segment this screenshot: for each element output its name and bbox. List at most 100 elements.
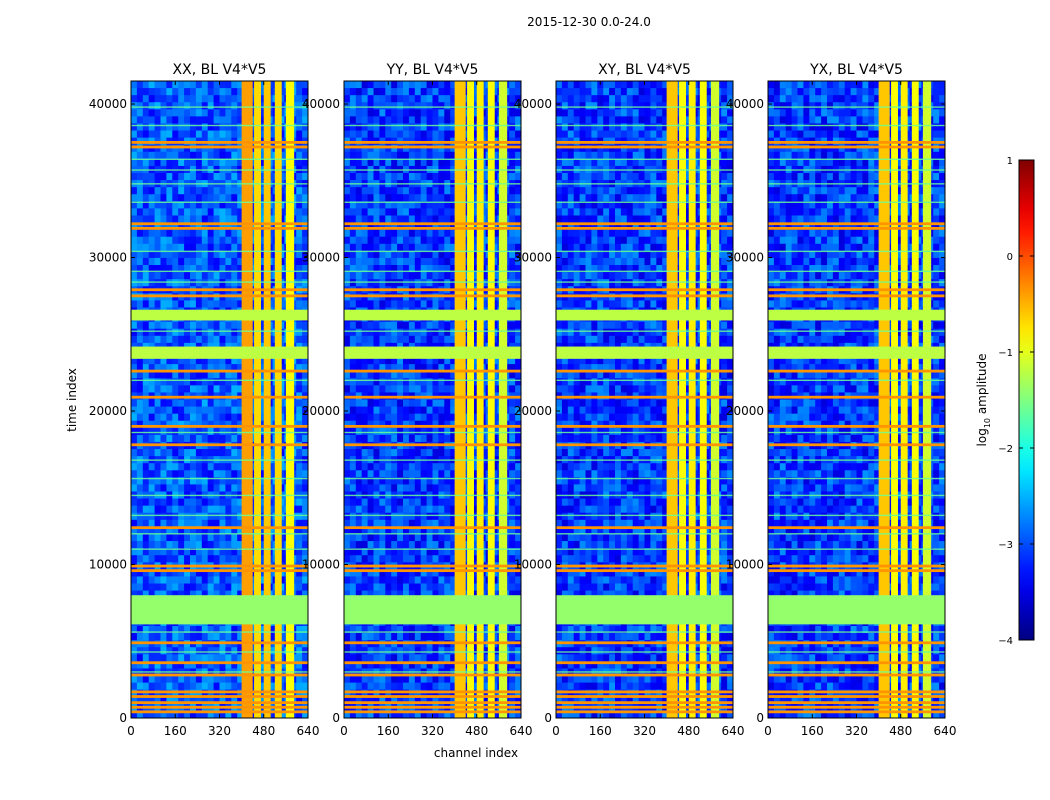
heatmap-cell bbox=[131, 413, 138, 422]
heatmap-cell bbox=[403, 477, 410, 485]
heatmap-cell bbox=[237, 236, 244, 245]
heatmap-cell bbox=[184, 526, 191, 535]
heatmap-cell bbox=[225, 144, 232, 153]
heatmap-cell bbox=[373, 548, 380, 556]
heatmap-cell bbox=[450, 151, 457, 160]
heatmap-cell bbox=[450, 463, 457, 471]
heatmap-cell bbox=[515, 519, 521, 528]
heatmap-cell bbox=[373, 420, 380, 429]
heatmap-cell bbox=[166, 272, 173, 280]
heatmap-cell bbox=[367, 236, 374, 245]
heatmap-cell bbox=[131, 498, 138, 507]
heatmap-cell bbox=[515, 427, 521, 436]
heatmap-cell bbox=[408, 583, 416, 591]
heatmap-cell bbox=[219, 109, 226, 117]
heatmap-cell bbox=[154, 257, 161, 266]
heatmap-cell bbox=[148, 654, 155, 662]
heatmap-cell bbox=[190, 569, 197, 577]
heatmap-cell bbox=[178, 151, 185, 160]
heatmap-cell bbox=[302, 413, 308, 422]
heatmap-cell bbox=[296, 250, 303, 259]
heatmap-cell bbox=[438, 378, 445, 386]
heatmap-cell bbox=[420, 243, 427, 252]
heatmap-cell bbox=[432, 194, 439, 202]
heatmap-cell bbox=[515, 357, 521, 365]
heatmap-cell bbox=[166, 229, 173, 238]
heatmap-cell bbox=[166, 102, 173, 110]
heatmap-cell bbox=[385, 116, 392, 124]
heatmap-cell bbox=[296, 81, 303, 89]
heatmap-cell bbox=[432, 427, 439, 436]
heatmap-cell bbox=[231, 633, 238, 641]
heatmap-cell bbox=[373, 250, 380, 259]
heatmap-cell bbox=[142, 116, 150, 124]
heatmap-cell bbox=[184, 144, 191, 153]
heatmap-cell bbox=[148, 463, 155, 471]
heatmap-cell bbox=[201, 710, 209, 718]
heatmap-cell bbox=[160, 420, 167, 429]
heatmap-cell bbox=[201, 194, 209, 202]
heatmap-cell bbox=[172, 321, 179, 330]
heatmap-cell bbox=[172, 243, 179, 252]
heatmap-cell bbox=[420, 583, 427, 591]
heatmap-cell bbox=[438, 470, 445, 478]
heatmap-cell bbox=[213, 533, 220, 542]
heatmap-cell bbox=[385, 519, 392, 528]
heatmap-cell bbox=[349, 399, 357, 407]
heatmap-cell bbox=[190, 633, 197, 641]
heatmap-cell bbox=[515, 569, 521, 577]
heatmap-cell bbox=[397, 434, 404, 443]
heatmap-cell bbox=[344, 371, 351, 379]
heatmap-cell bbox=[361, 555, 368, 563]
heatmap-cell bbox=[414, 194, 422, 202]
heatmap-cell bbox=[367, 229, 374, 238]
heatmap-cell bbox=[136, 512, 144, 521]
heatmap-cell bbox=[450, 590, 457, 599]
heatmap-cell bbox=[296, 158, 303, 167]
heatmap-cell bbox=[450, 449, 457, 457]
heatmap-cell bbox=[201, 187, 209, 195]
heatmap-cell bbox=[207, 229, 214, 238]
heatmap-cell bbox=[237, 526, 244, 535]
time-band bbox=[131, 346, 308, 359]
heatmap-cell bbox=[207, 378, 214, 386]
heatmap-cell bbox=[349, 144, 357, 153]
heatmap-cell bbox=[361, 484, 368, 492]
time-line bbox=[131, 671, 308, 673]
heatmap-cell bbox=[178, 236, 185, 245]
heatmap-cell bbox=[420, 505, 427, 514]
heatmap-cell bbox=[148, 647, 155, 655]
heatmap-cell bbox=[379, 109, 386, 117]
heatmap-cell bbox=[432, 484, 439, 492]
heatmap-cell bbox=[379, 399, 386, 407]
heatmap-cell bbox=[296, 399, 303, 407]
heatmap-cell bbox=[201, 526, 209, 535]
heatmap-cell bbox=[391, 512, 398, 521]
heatmap-cell bbox=[172, 328, 179, 337]
heatmap-cell bbox=[432, 385, 439, 393]
heatmap-cell bbox=[361, 222, 368, 231]
heatmap-cell bbox=[207, 123, 214, 131]
heatmap-cell bbox=[213, 548, 220, 556]
heatmap-cell bbox=[385, 505, 392, 514]
heatmap-cell bbox=[515, 371, 521, 379]
heatmap-cell bbox=[349, 229, 357, 238]
heatmap-cell bbox=[136, 272, 144, 280]
heatmap-cell bbox=[225, 201, 232, 209]
heatmap-cell bbox=[219, 173, 226, 181]
heatmap-cell bbox=[367, 583, 374, 591]
heatmap-cell bbox=[195, 116, 203, 124]
heatmap-cell bbox=[426, 257, 433, 266]
heatmap-cell bbox=[160, 463, 167, 471]
heatmap-cell bbox=[391, 590, 398, 599]
heatmap-cell bbox=[184, 654, 191, 662]
heatmap-cell bbox=[432, 569, 439, 577]
heatmap-cell bbox=[397, 463, 404, 471]
heatmap-cell bbox=[148, 519, 155, 528]
heatmap-cell bbox=[414, 321, 422, 330]
heatmap-cell bbox=[213, 526, 220, 535]
heatmap-cell bbox=[190, 215, 197, 223]
heatmap-cell bbox=[302, 477, 308, 485]
heatmap-cell bbox=[515, 201, 521, 209]
heatmap-cell bbox=[190, 696, 197, 705]
